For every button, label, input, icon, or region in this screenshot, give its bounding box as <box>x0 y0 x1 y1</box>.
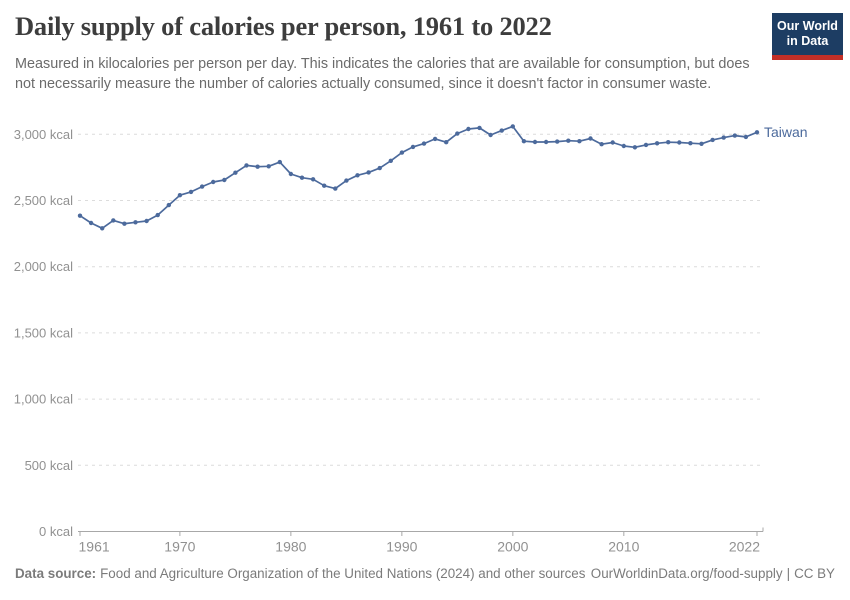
data-point[interactable] <box>710 137 715 143</box>
data-point[interactable] <box>432 136 438 142</box>
data-point[interactable] <box>410 144 416 150</box>
data-point[interactable] <box>377 165 382 171</box>
logo-line1: Our World <box>777 19 838 33</box>
data-point[interactable] <box>399 150 405 155</box>
y-axis-tick-label: 2,500 kcal <box>14 193 73 208</box>
x-axis-tick-label: 1990 <box>386 539 417 555</box>
data-point[interactable] <box>288 171 294 177</box>
data-point[interactable] <box>166 202 171 208</box>
x-axis-tick-label: 1961 <box>79 539 110 555</box>
data-point[interactable] <box>588 136 593 141</box>
data-point[interactable] <box>688 141 693 146</box>
data-point[interactable] <box>721 135 726 140</box>
data-point[interactable] <box>477 125 482 131</box>
data-point[interactable] <box>421 141 427 146</box>
x-axis-tick-label: 1980 <box>275 539 306 555</box>
x-axis: 1961 1970 1980 1990 2000 2010 2022 <box>79 527 764 555</box>
owid-logo[interactable]: Our World in Data <box>772 13 843 60</box>
y-axis-tick-label: 1,500 kcal <box>14 325 73 340</box>
data-point[interactable] <box>77 213 83 218</box>
owid-url-link[interactable]: OurWorldinData.org/food-supply <box>590 566 783 581</box>
data-point[interactable] <box>199 184 205 189</box>
data-point[interactable] <box>299 175 305 180</box>
data-point[interactable] <box>699 141 704 146</box>
license-link[interactable]: CC BY <box>794 566 835 581</box>
chart-subtitle: Measured in kilocalories per person per … <box>15 56 750 93</box>
chart-footer: Data source: Food and Agriculture Organiz… <box>15 566 835 581</box>
x-axis-tick-label: 1970 <box>164 539 195 555</box>
page-title: Daily supply of calories per person, 196… <box>15 11 552 41</box>
data-point[interactable] <box>255 164 260 169</box>
data-point[interactable] <box>754 130 760 135</box>
data-point[interactable] <box>643 142 649 148</box>
data-point[interactable] <box>621 143 626 149</box>
data-point[interactable] <box>277 159 282 165</box>
data-point[interactable] <box>599 142 604 147</box>
data-source-line[interactable]: Data source: Food and Agriculture Organiz… <box>15 566 585 581</box>
x-axis-tick-label: 2010 <box>608 539 639 555</box>
data-point[interactable] <box>266 164 271 169</box>
data-point[interactable] <box>499 128 504 133</box>
data-point[interactable] <box>455 131 460 136</box>
data-point[interactable] <box>677 140 682 145</box>
series-taiwan[interactable] <box>77 124 760 231</box>
data-point[interactable] <box>344 178 349 183</box>
data-point[interactable] <box>732 133 737 138</box>
data-point[interactable] <box>666 140 671 145</box>
data-point[interactable] <box>388 158 393 163</box>
data-point[interactable] <box>155 212 160 218</box>
data-point[interactable] <box>310 177 316 182</box>
data-point[interactable] <box>355 173 360 178</box>
x-axis-tick-label: 2022 <box>729 539 760 555</box>
data-point[interactable] <box>233 170 238 175</box>
footer-links: OurWorldinData.org/food-supply | CC BY <box>591 566 835 581</box>
data-point[interactable] <box>555 139 560 144</box>
entity-label-taiwan[interactable]: Taiwan <box>764 124 808 140</box>
data-point[interactable] <box>133 220 138 225</box>
data-point[interactable] <box>366 170 371 175</box>
logo-line2: in Data <box>786 34 829 49</box>
data-point[interactable] <box>577 139 582 144</box>
gridlines-and-y-axis: 0 kcal 500 kcal 1,000 kcal 1,500 kcal 2,000 … <box>14 127 763 539</box>
data-point[interactable] <box>111 218 116 223</box>
x-axis-tick-label: 2000 <box>497 539 528 555</box>
data-point[interactable] <box>566 138 571 143</box>
data-point[interactable] <box>333 186 338 191</box>
data-point[interactable] <box>222 177 227 183</box>
y-axis-tick-label: 3,000 kcal <box>14 127 73 142</box>
data-point[interactable] <box>100 226 105 231</box>
data-point[interactable] <box>244 163 249 168</box>
data-point[interactable] <box>488 132 493 138</box>
data-point[interactable] <box>211 179 216 185</box>
data-source-text: Food and Agriculture Organization of the… <box>100 566 586 581</box>
data-point[interactable] <box>654 141 660 146</box>
data-point[interactable] <box>632 145 638 150</box>
line-taiwan[interactable] <box>79 125 758 230</box>
data-point[interactable] <box>144 218 149 224</box>
data-point[interactable] <box>322 183 327 188</box>
data-point[interactable] <box>188 189 194 195</box>
data-point[interactable] <box>177 193 183 198</box>
data-point[interactable] <box>510 124 515 129</box>
data-point[interactable] <box>122 221 127 226</box>
data-point[interactable] <box>743 134 749 140</box>
data-point[interactable] <box>521 139 527 144</box>
footer-separator: | <box>786 566 791 581</box>
data-source-label: Data source: <box>15 566 97 581</box>
y-axis-tick-label: 1,000 kcal <box>14 392 73 407</box>
data-point[interactable] <box>444 140 449 145</box>
data-point[interactable] <box>610 140 615 145</box>
data-point[interactable] <box>88 220 94 226</box>
data-point[interactable] <box>532 139 538 145</box>
data-point[interactable] <box>543 139 549 145</box>
data-point[interactable] <box>466 126 471 132</box>
y-axis-tick-label: 0 kcal <box>39 524 73 539</box>
y-axis-tick-label: 2,000 kcal <box>14 259 73 274</box>
y-axis-tick-label: 500 kcal <box>25 458 74 473</box>
